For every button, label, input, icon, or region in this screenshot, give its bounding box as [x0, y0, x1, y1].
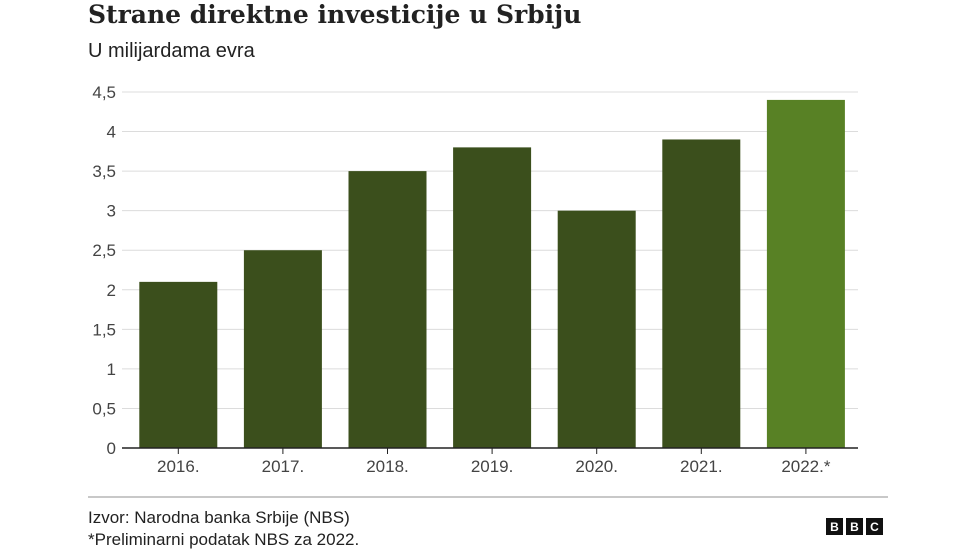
x-tick-label: 2019. — [471, 457, 514, 476]
x-tick-label: 2018. — [366, 457, 409, 476]
y-tick-label: 3,5 — [92, 162, 116, 181]
chart-title: Strane direktne investicije u Srbiju — [88, 0, 582, 29]
bar — [766, 99, 845, 449]
y-tick-label: 0,5 — [92, 399, 116, 418]
note-text: *Preliminarni podatak NBS za 2022. — [88, 530, 360, 549]
y-tick-label: 2 — [107, 281, 116, 300]
x-tick-label: 2017. — [262, 457, 305, 476]
logo-letter: C — [866, 518, 883, 535]
x-tick-label: 2021. — [680, 457, 723, 476]
x-tick-label: 2020. — [575, 457, 618, 476]
bar — [662, 139, 741, 448]
y-tick-label: 1,5 — [92, 320, 116, 339]
x-tick-label: 2016. — [157, 457, 200, 476]
source-text: Izvor: Narodna banka Srbije (NBS) — [88, 508, 350, 527]
y-tick-label: 4 — [107, 123, 116, 142]
bar — [557, 210, 636, 448]
x-tick-label: 2022.* — [781, 457, 831, 476]
y-tick-label: 0 — [107, 439, 116, 458]
y-tick-label: 2,5 — [92, 241, 116, 260]
y-tick-label: 4,5 — [92, 83, 116, 102]
bar — [453, 147, 532, 448]
y-tick-label: 1 — [107, 360, 116, 379]
bar — [348, 171, 427, 448]
bbc-logo: B B C — [826, 518, 883, 535]
bar — [243, 250, 322, 448]
logo-letter: B — [846, 518, 863, 535]
chart-subtitle: U milijardama evra — [88, 40, 255, 62]
footer-divider — [88, 496, 888, 498]
logo-letter: B — [826, 518, 843, 535]
bar — [139, 281, 218, 448]
footer-source: Izvor: Narodna banka Srbije (NBS) *Preli… — [88, 507, 359, 551]
y-tick-label: 3 — [107, 202, 116, 221]
